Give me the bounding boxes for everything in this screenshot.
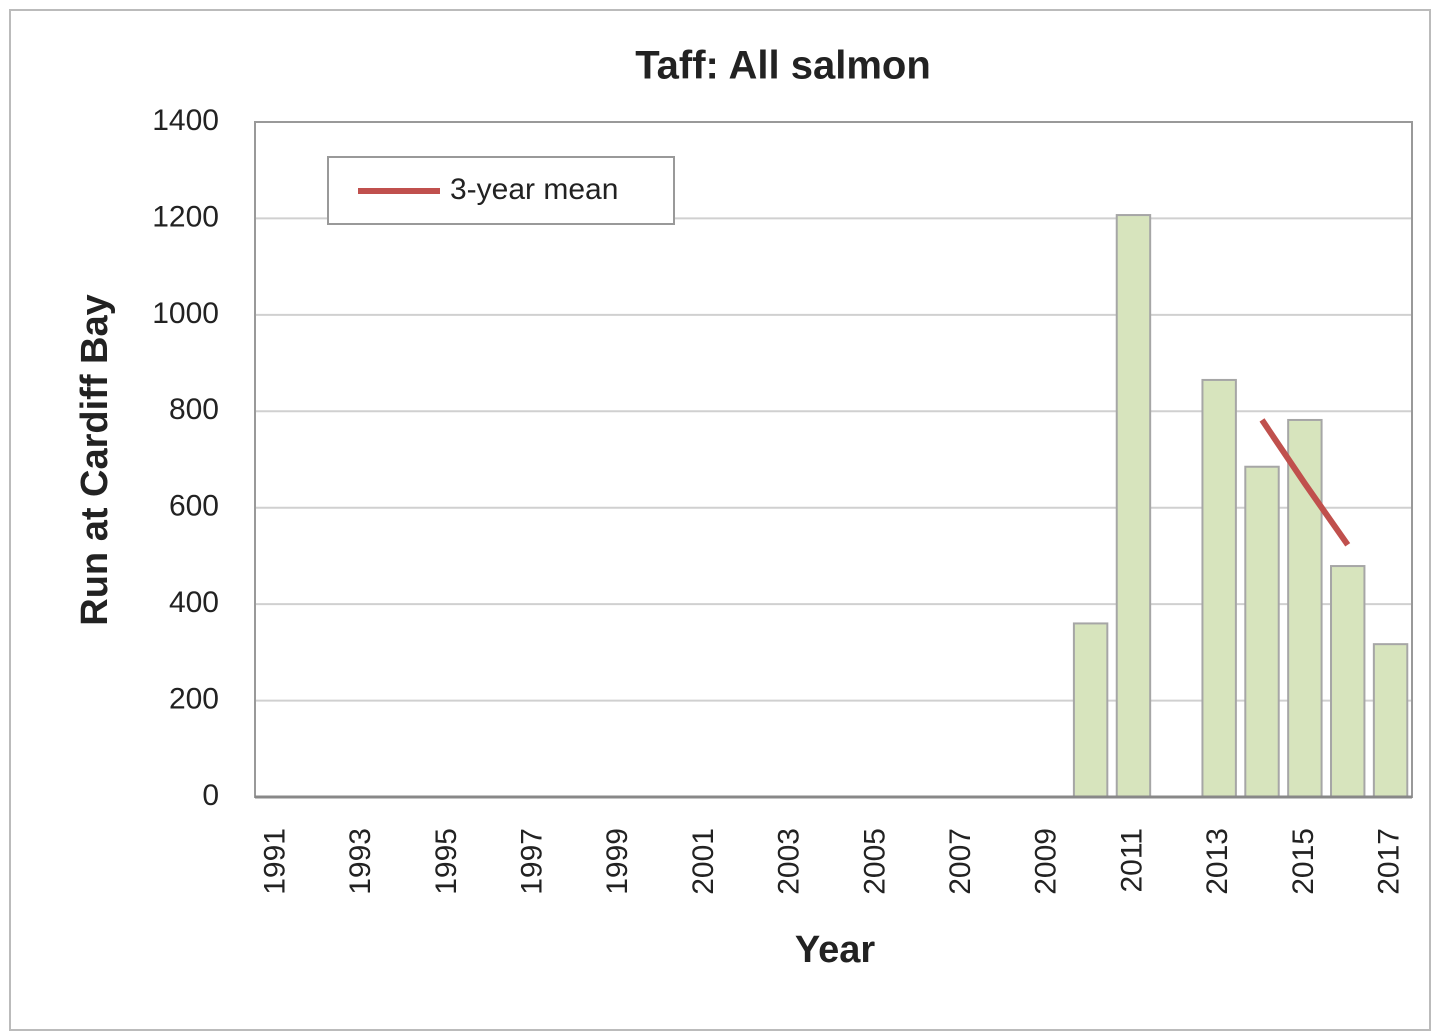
- y-axis-label: Run at Cardiff Bay: [74, 294, 116, 625]
- bar: [1244, 465, 1280, 798]
- bar: [1072, 622, 1109, 799]
- legend-box: [327, 156, 675, 225]
- y-tick-label: 800: [169, 393, 219, 426]
- x-tick-label: 1993: [344, 828, 377, 895]
- x-tick-label: 2005: [858, 828, 891, 895]
- y-tick-label: 1400: [152, 104, 219, 137]
- y-tick-label: 0: [202, 779, 219, 812]
- y-tick-label: 200: [169, 682, 219, 715]
- y-tick-label: 1200: [152, 200, 219, 233]
- legend-label: 3-year mean: [450, 173, 618, 206]
- x-tick-label: 2007: [944, 828, 977, 895]
- bar: [1372, 643, 1409, 798]
- x-tick-label: 2009: [1030, 828, 1063, 895]
- x-tick-label: 2003: [773, 828, 806, 895]
- x-tick-label: 2013: [1201, 828, 1234, 895]
- x-tick-label: 1995: [430, 828, 463, 895]
- bar: [1115, 214, 1152, 798]
- x-tick-label: 2001: [687, 828, 720, 895]
- bar: [1201, 378, 1237, 798]
- chart-title: Taff: All salmon: [635, 44, 931, 88]
- x-tick-label: 1991: [258, 828, 291, 895]
- bar: [1330, 565, 1366, 799]
- x-tick-label: 1997: [515, 828, 548, 895]
- x-tick-label: 1999: [601, 828, 634, 895]
- y-tick-label: 600: [169, 490, 219, 523]
- y-tick-label: 1000: [152, 297, 219, 330]
- x-tick-label: 2015: [1287, 828, 1320, 895]
- y-tick-label: 400: [169, 586, 219, 619]
- x-tick-label: 2017: [1372, 828, 1405, 895]
- x-axis-label: Year: [795, 929, 876, 971]
- mean-line: [1259, 418, 1351, 547]
- bar: [1287, 418, 1323, 798]
- x-tick-label: 2011: [1115, 828, 1148, 893]
